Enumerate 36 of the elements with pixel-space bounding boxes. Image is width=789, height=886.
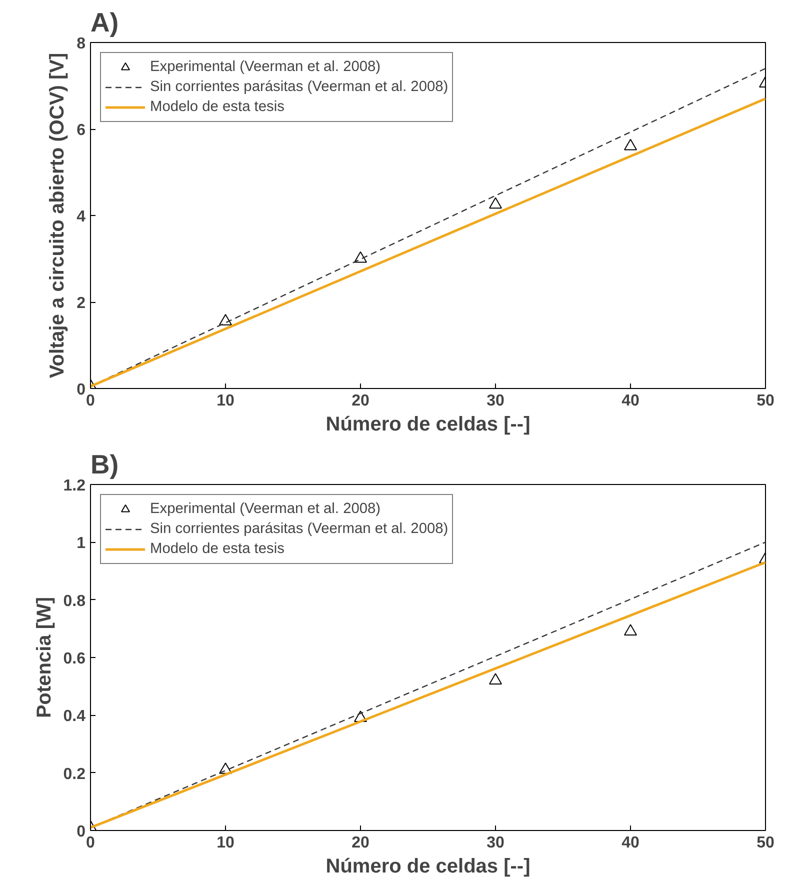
x-tick-label: 10 [216,834,234,852]
y-tick-label: 0.8 [63,592,86,610]
y-tick-label: 0.4 [63,708,86,726]
legend-label: Sin corrientes parásitas (Veerman et al. 2008) [150,521,448,537]
chart-title: B) [90,450,119,480]
y-tick-label: 0 [76,382,86,398]
y-tick-label: 1.2 [63,478,86,494]
x-tick-label: 50 [756,834,774,852]
y-tick-label: 0.2 [63,766,86,783]
y-tick-label: 2 [76,295,86,312]
y-tick-label: 0.6 [63,650,86,668]
legend-label: Experimental (Veerman et al. 2008) [150,59,381,75]
y-tick-label: 0 [76,824,86,840]
legend-label: Modelo de esta tesis [150,99,284,115]
y-axis-title: Voltaje a circuito abierto (OCV) [V] [46,52,69,378]
y-axis-title: Potencia [W] [33,596,56,718]
legend-label: Experimental (Veerman et al. 2008) [150,501,381,517]
x-tick-label: 20 [352,392,370,410]
x-tick-label: 40 [622,834,640,852]
y-tick-label: 1 [76,535,86,552]
x-tick-label: 40 [622,392,640,410]
x-tick-label: 30 [486,834,504,852]
y-tick-label: 8 [76,36,86,52]
y-tick-label: 6 [76,122,86,139]
x-axis-title: Número de celdas [--] [326,856,530,878]
point [489,673,502,685]
legend-label: Modelo de esta tesis [150,541,284,557]
x-tick-label: 50 [756,392,774,410]
x-axis-title: Número de celdas [--] [326,414,530,436]
x-tick-label: 20 [352,834,370,852]
point [354,710,367,722]
x-tick-label: 10 [216,392,234,410]
legend-label: Sin corrientes parásitas (Veerman et al. 2008) [150,79,448,95]
x-tick-label: 30 [486,392,504,410]
y-tick-label: 4 [76,208,86,226]
chart-title: A) [90,8,119,38]
